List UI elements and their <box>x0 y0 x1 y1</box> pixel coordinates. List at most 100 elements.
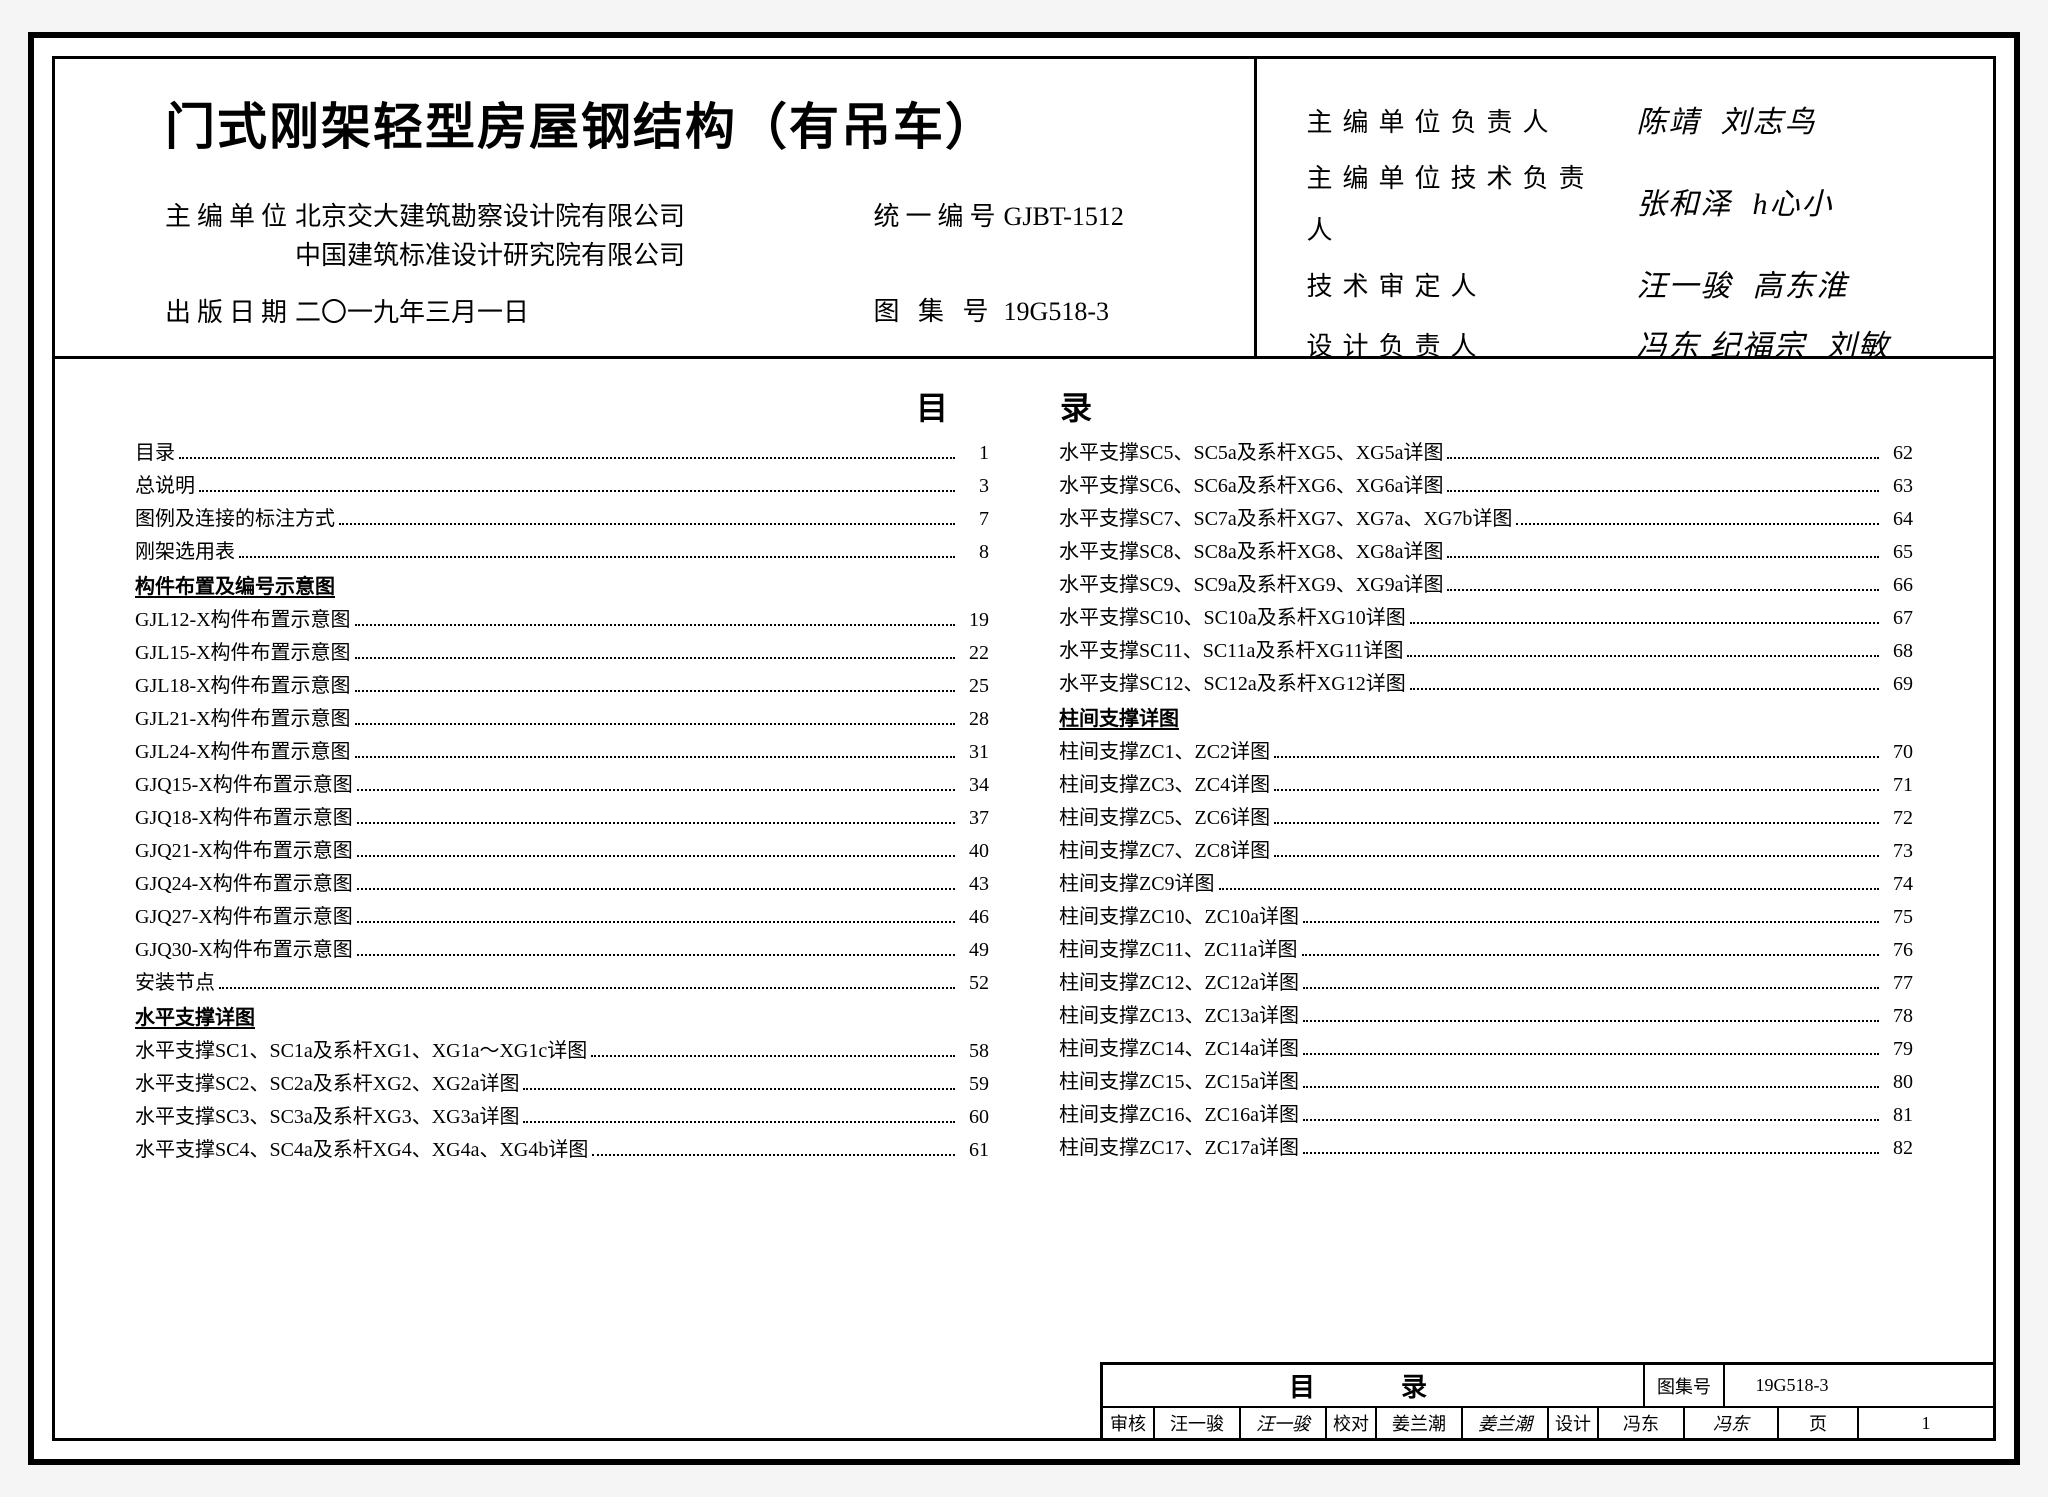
header-left: 门式刚架轻型房屋钢结构（有吊车） 主编单位 北京交大建筑勘察设计院有限公司 中国… <box>55 59 1257 356</box>
toc-leader-dots <box>1303 987 1879 989</box>
tb-audit-name: 汪一骏 <box>1153 1408 1239 1438</box>
toc-leader-dots <box>357 855 955 857</box>
toc-entry-text: 柱间支撑ZC17、ZC17a详图 <box>1059 1132 1299 1165</box>
toc-entry-text: 水平支撑SC12、SC12a及系杆XG12详图 <box>1059 668 1406 701</box>
header-right: 主编单位负责人陈靖刘志鸟 主编单位技术负责人张和泽h心小 技术审定人汪一骏高东淮… <box>1257 59 1993 356</box>
toc-entry: 柱间支撑ZC12、ZC12a详图 77 <box>1059 967 1913 1000</box>
toc-entry: 水平支撑SC3、SC3a及系杆XG3、XG3a详图60 <box>135 1101 989 1134</box>
toc-leader-dots <box>179 457 955 459</box>
toc-leader-dots <box>1274 756 1879 758</box>
signature: h心小 <box>1753 175 1834 235</box>
toc-entry-page: 81 <box>1883 1099 1913 1132</box>
toc-heading: 目 录 <box>55 359 1993 437</box>
toc-section-heading: 构件布置及编号示意图 <box>135 571 989 604</box>
toc-entry-page: 80 <box>1883 1066 1913 1099</box>
toc-leader-dots <box>592 1154 955 1156</box>
tb-audit-sig: 汪一骏 <box>1239 1408 1325 1438</box>
toc-entry-text: 柱间支撑ZC10、ZC10a详图 <box>1059 901 1299 934</box>
toc-entry-text: 水平支撑SC4、SC4a及系杆XG4、XG4a、XG4b详图 <box>135 1134 588 1167</box>
drawing-sheet: 门式刚架轻型房屋钢结构（有吊车） 主编单位 北京交大建筑勘察设计院有限公司 中国… <box>28 32 2020 1465</box>
header: 门式刚架轻型房屋钢结构（有吊车） 主编单位 北京交大建筑勘察设计院有限公司 中国… <box>55 59 1993 359</box>
toc-leader-dots <box>355 657 955 659</box>
toc-entry-page: 75 <box>1883 901 1913 934</box>
toc-entry-page: 77 <box>1883 967 1913 1000</box>
toc-entry-page: 79 <box>1883 1033 1913 1066</box>
toc-entry: 水平支撑SC4、SC4a及系杆XG4、XG4a、XG4b详图61 <box>135 1134 989 1167</box>
toc-entry: 柱间支撑ZC11、ZC11a详图76 <box>1059 934 1913 967</box>
toc-entry-page: 43 <box>959 868 989 901</box>
code-value: GJBT-1512 <box>1004 197 1124 236</box>
toc-column-right: 水平支撑SC5、SC5a及系杆XG5、XG5a详图62水平支撑SC6、SC6a及… <box>1059 437 1913 1167</box>
toc-entry: 水平支撑SC8、SC8a及系杆XG8、XG8a详图65 <box>1059 536 1913 569</box>
toc-entry-page: 65 <box>1883 536 1913 569</box>
toc-leader-dots <box>1303 921 1879 923</box>
toc-entry: 水平支撑SC6、SC6a及系杆XG6、XG6a详图63 <box>1059 470 1913 503</box>
toc-entry: 水平支撑SC10、SC10a及系杆XG10详图67 <box>1059 602 1913 635</box>
toc-leader-dots <box>1274 789 1879 791</box>
toc-entry: 柱间支撑ZC1、ZC2详图70 <box>1059 736 1913 769</box>
toc-entry-text: GJL18-X构件布置示意图 <box>135 670 351 703</box>
toc-leader-dots <box>1410 622 1879 624</box>
pubdate-value: 二〇一九年三月一日 <box>295 293 874 332</box>
toc-entry-text: GJQ21-X构件布置示意图 <box>135 835 353 868</box>
toc-entry-page: 40 <box>959 835 989 868</box>
signature: 陈靖 <box>1637 93 1701 153</box>
titleblock-page-value: 1 <box>1857 1408 1993 1438</box>
toc-area: 目 录 目录1总说明3图例及连接的标注方式7刚架选用表8构件布置及编号示意图GJ… <box>55 359 1993 1438</box>
toc-entry: GJL24-X构件布置示意图31 <box>135 736 989 769</box>
toc-leader-dots <box>1447 556 1879 558</box>
toc-entry: GJL15-X构件布置示意图22 <box>135 637 989 670</box>
toc-leader-dots <box>1219 888 1879 890</box>
toc-entry-text: 柱间支撑ZC16、ZC16a详图 <box>1059 1099 1299 1132</box>
toc-entry: 图例及连接的标注方式7 <box>135 503 989 536</box>
toc-entry-page: 76 <box>1883 934 1913 967</box>
toc-leader-dots <box>1274 822 1879 824</box>
atlas-value: 19G518-3 <box>1004 292 1109 331</box>
titleblock-page-label: 页 <box>1777 1408 1857 1438</box>
editor-line-2: 中国建筑标准设计研究院有限公司 <box>295 236 874 275</box>
editor-label: 主编单位 <box>165 197 295 275</box>
toc-entry: 水平支撑SC7、SC7a及系杆XG7、XG7a、XG7b详图64 <box>1059 503 1913 536</box>
toc-entry-text: GJQ27-X构件布置示意图 <box>135 901 353 934</box>
toc-entry: 柱间支撑ZC9详图74 <box>1059 868 1913 901</box>
toc-entry: GJQ21-X构件布置示意图 40 <box>135 835 989 868</box>
toc-entry-text: 柱间支撑ZC14、ZC14a详图 <box>1059 1033 1299 1066</box>
titleblock-title: 目 录 <box>1103 1365 1643 1406</box>
toc-leader-dots <box>523 1121 955 1123</box>
toc-leader-dots <box>355 690 955 692</box>
toc-entry-text: GJQ18-X构件布置示意图 <box>135 802 353 835</box>
pubdate-label: 出版日期 <box>165 293 295 332</box>
toc-entry: GJQ18-X构件布置示意图 37 <box>135 802 989 835</box>
titleblock-atlas-label: 图集号 <box>1643 1365 1723 1406</box>
inner-frame: 门式刚架轻型房屋钢结构（有吊车） 主编单位 北京交大建筑勘察设计院有限公司 中国… <box>52 56 1996 1441</box>
toc-entry-text: 水平支撑SC6、SC6a及系杆XG6、XG6a详图 <box>1059 470 1443 503</box>
tb-check-label: 校对 <box>1325 1408 1375 1438</box>
toc-entry-text: 柱间支撑ZC1、ZC2详图 <box>1059 736 1270 769</box>
toc-leader-dots <box>355 723 955 725</box>
toc-entry-page: 37 <box>959 802 989 835</box>
toc-entry: 水平支撑SC2、SC2a及系杆XG2、XG2a详图59 <box>135 1068 989 1101</box>
toc-section-heading: 柱间支撑详图 <box>1059 703 1913 736</box>
toc-entry: 柱间支撑ZC3、ZC4详图71 <box>1059 769 1913 802</box>
toc-entry-text: 柱间支撑ZC12、ZC12a详图 <box>1059 967 1299 1000</box>
toc-entry-page: 1 <box>959 437 989 470</box>
toc-entry-text: 水平支撑SC2、SC2a及系杆XG2、XG2a详图 <box>135 1068 519 1101</box>
toc-entry-page: 66 <box>1883 569 1913 602</box>
toc-entry-text: GJL15-X构件布置示意图 <box>135 637 351 670</box>
tb-design-label: 设计 <box>1547 1408 1597 1438</box>
toc-leader-dots <box>1447 589 1879 591</box>
toc-entry-page: 8 <box>959 536 989 569</box>
toc-entry-page: 49 <box>959 934 989 967</box>
resp-label-2: 主编单位技术负责人 <box>1307 153 1617 257</box>
toc-leader-dots <box>1447 490 1879 492</box>
signature: 张和泽 <box>1637 175 1733 235</box>
toc-leader-dots <box>239 556 955 558</box>
editor-value: 北京交大建筑勘察设计院有限公司 中国建筑标准设计研究院有限公司 <box>295 197 874 275</box>
toc-leader-dots <box>1447 457 1879 459</box>
toc-leader-dots <box>357 921 955 923</box>
toc-entry-text: 刚架选用表 <box>135 536 235 569</box>
toc-entry-text: 水平支撑SC3、SC3a及系杆XG3、XG3a详图 <box>135 1101 519 1134</box>
toc-entry-page: 3 <box>959 470 989 503</box>
toc-entry-text: 目录 <box>135 437 175 470</box>
toc-entry-text: 图例及连接的标注方式 <box>135 503 335 536</box>
